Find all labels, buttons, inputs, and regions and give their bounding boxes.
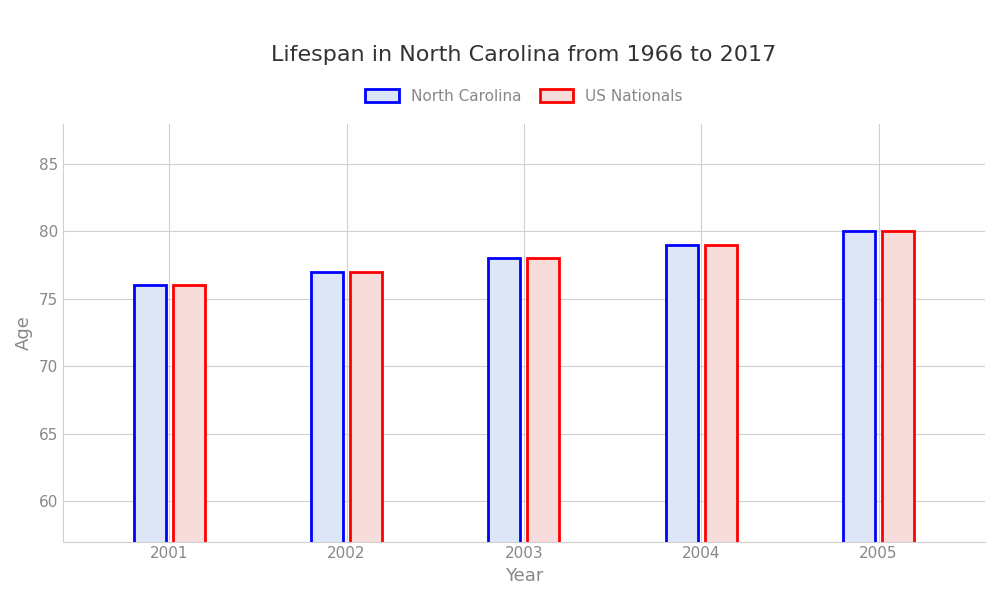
Bar: [173, 286, 205, 600]
Title: Lifespan in North Carolina from 1966 to 2017: Lifespan in North Carolina from 1966 to …: [271, 45, 777, 65]
Bar: [488, 259, 520, 600]
Bar: [882, 232, 914, 600]
Bar: [134, 286, 166, 600]
Bar: [666, 245, 698, 600]
Bar: [311, 272, 343, 600]
Bar: [527, 259, 559, 600]
Bar: [350, 272, 382, 600]
Legend: North Carolina, US Nationals: North Carolina, US Nationals: [357, 81, 691, 112]
Y-axis label: Age: Age: [15, 315, 33, 350]
Bar: [705, 245, 737, 600]
Bar: [843, 232, 875, 600]
X-axis label: Year: Year: [505, 567, 543, 585]
